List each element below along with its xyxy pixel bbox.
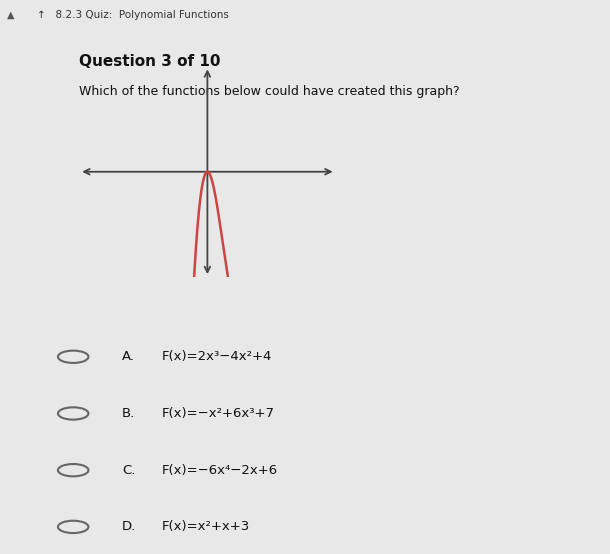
Text: Question 3 of 10: Question 3 of 10	[79, 54, 221, 69]
Text: F(x)=−x²+6x³+7: F(x)=−x²+6x³+7	[162, 407, 274, 420]
Text: C.: C.	[122, 464, 135, 476]
Text: F(x)=2x³−4x²+4: F(x)=2x³−4x²+4	[162, 350, 272, 363]
Text: F(x)=−6x⁴−2x+6: F(x)=−6x⁴−2x+6	[162, 464, 278, 476]
Text: A.: A.	[122, 350, 135, 363]
Text: ▲: ▲	[7, 10, 15, 20]
Text: B.: B.	[122, 407, 135, 420]
Text: F(x)=x²+x+3: F(x)=x²+x+3	[162, 520, 250, 534]
Text: Which of the functions below could have created this graph?: Which of the functions below could have …	[79, 85, 460, 99]
Text: D.: D.	[122, 520, 136, 534]
Text: ↑   8.2.3 Quiz:  Polynomial Functions: ↑ 8.2.3 Quiz: Polynomial Functions	[37, 10, 229, 20]
